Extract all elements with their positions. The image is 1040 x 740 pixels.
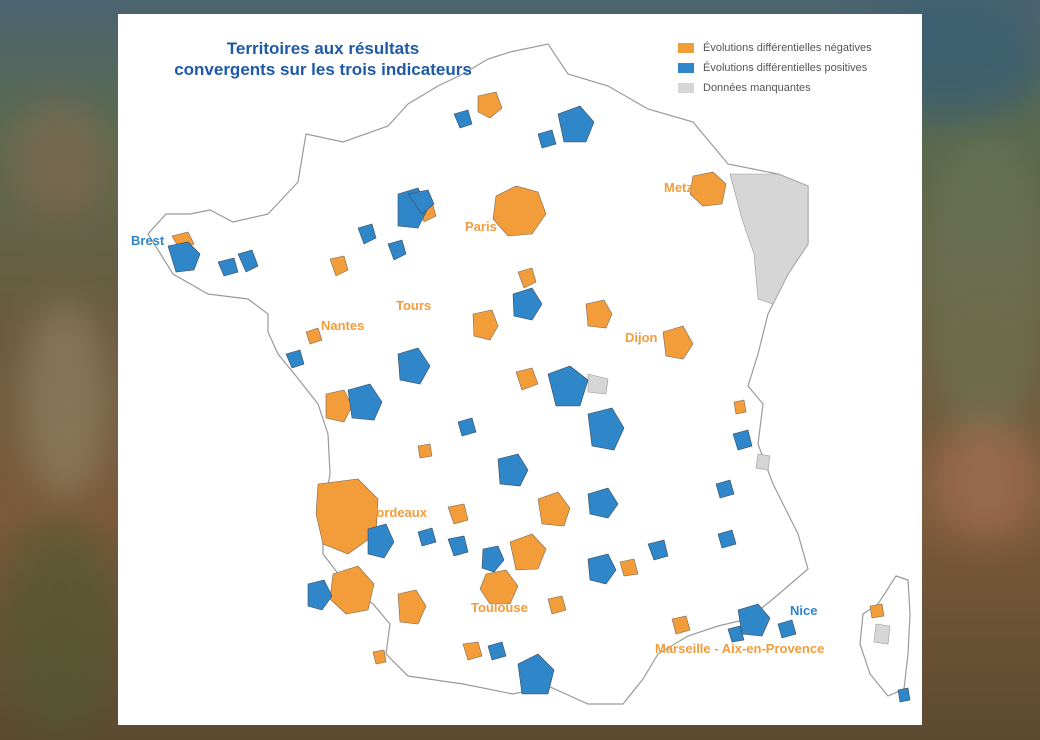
city-label-tours: Tours xyxy=(396,298,432,313)
map-title-line1: Territoires aux résultats xyxy=(226,39,420,58)
legend-label-positive: Évolutions différentielles positives xyxy=(703,62,868,74)
map-panel: Territoires aux résultats convergents su… xyxy=(118,14,922,725)
positive-territories xyxy=(167,105,911,703)
nice-zone xyxy=(737,603,771,637)
city-label-marseille: Marseille - Aix-en-Provence xyxy=(655,641,825,656)
background-hill xyxy=(920,140,1040,440)
city-label-dijon: Dijon xyxy=(625,330,658,345)
bordeaux-zone xyxy=(315,478,379,555)
toulouse-zone xyxy=(479,569,519,605)
negative-territories xyxy=(171,91,885,665)
map-title-line2: convergents sur les trois indicateurs xyxy=(174,60,472,79)
background-vines xyxy=(0,520,120,740)
brest-zone xyxy=(167,241,201,273)
missing-data-zones xyxy=(587,173,891,645)
metz-zone xyxy=(689,171,727,207)
legend-swatch-negative xyxy=(678,43,694,53)
legend-label-missing: Données manquantes xyxy=(703,82,811,94)
city-label-metz: Metz xyxy=(664,180,693,195)
background-house xyxy=(10,100,110,220)
background-roofs xyxy=(930,420,1040,540)
legend-item-missing: Données manquantes xyxy=(678,78,872,98)
paris-zone xyxy=(492,185,547,237)
city-label-paris: Paris xyxy=(465,219,497,234)
france-map xyxy=(147,43,911,705)
city-label-bordeaux: Bordeaux xyxy=(367,505,427,520)
city-label-toulouse: Toulouse xyxy=(471,600,528,615)
city-label-nice: Nice xyxy=(790,603,818,618)
legend-item-positive: Évolutions différentielles positives xyxy=(678,58,872,78)
legend-label-negative: Évolutions différentielles négatives xyxy=(703,42,872,54)
legend-swatch-positive xyxy=(678,63,694,73)
legend-item-negative: Évolutions différentielles négatives xyxy=(678,38,872,58)
legend: Évolutions différentielles négatives Évo… xyxy=(678,38,872,98)
city-label-brest: Brest xyxy=(131,233,165,248)
city-label-nantes: Nantes xyxy=(321,318,365,333)
map-title: Territoires aux résultats convergents su… xyxy=(118,38,528,80)
background-path xyxy=(20,300,110,500)
legend-swatch-missing xyxy=(678,83,694,93)
